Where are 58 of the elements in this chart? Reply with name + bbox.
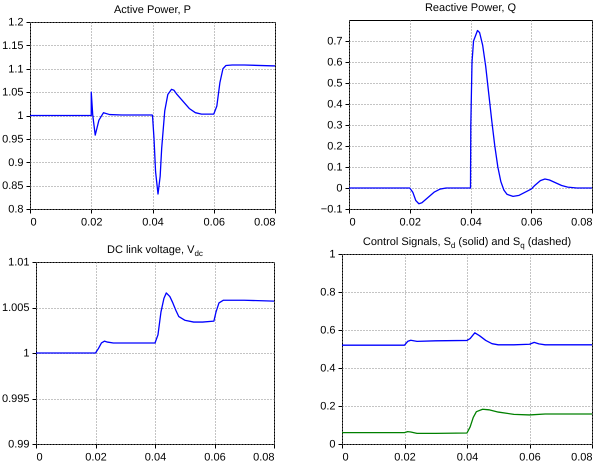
line-series <box>29 64 276 195</box>
x-tick-label: 0 <box>342 452 349 461</box>
y-tick-label: 0.5 <box>327 78 342 90</box>
x-tick-label: 0.02 <box>400 216 421 228</box>
y-tick-label: 0.2 <box>320 400 336 412</box>
chart-title: Reactive Power, Q <box>424 2 518 14</box>
y-tick-label: 1 <box>329 248 336 260</box>
line-series <box>341 408 593 434</box>
x-tick-label: 0.06 <box>204 452 226 461</box>
y-tick-label: 1 <box>23 348 30 360</box>
x-tick-label: 0.06 <box>521 216 542 228</box>
x-tick-label: 0.08 <box>571 452 592 461</box>
chart-title: DC link voltage, V$_{dc}$ <box>106 244 204 258</box>
y-tick-label: 0.95 <box>2 133 24 146</box>
x-tick-label: 0.06 <box>204 216 225 228</box>
y-tick-label: 0.85 <box>2 180 24 192</box>
y-tick-label: −0.1 <box>320 204 342 216</box>
y-tick-label: 1.1 <box>8 63 24 76</box>
chart-title: Control Signals, S$_{d}$ (solid) and S$_{q}$ (dashed) <box>362 236 572 250</box>
x-tick-label: 0.08 <box>571 216 592 228</box>
y-tick-label: 1.05 <box>2 86 24 99</box>
y-tick-label: 1.15 <box>2 40 24 52</box>
y-tick-label: 0.3 <box>327 120 342 132</box>
x-tick-label: 0.08 <box>253 452 274 461</box>
y-tick-label: 1.01 <box>8 256 30 268</box>
x-tick-label: 0 <box>350 216 356 228</box>
y-tick-label: 1.005 <box>2 302 30 314</box>
y-tick-label: 1 <box>17 110 24 122</box>
y-tick-label: 0.9 <box>8 156 24 169</box>
y-tick-label: 0.8 <box>320 286 336 298</box>
y-tick-label: 0.4 <box>327 98 342 110</box>
x-tick-label: 0.04 <box>460 216 482 228</box>
x-tick-label: 0.02 <box>85 452 107 461</box>
line-series <box>35 292 275 354</box>
x-tick-label: 0.04 <box>144 452 166 461</box>
line-series <box>341 332 593 346</box>
y-tick-label: 0 <box>329 438 336 450</box>
x-tick-label: 0 <box>30 216 37 228</box>
y-tick-label: 0.4 <box>320 362 336 374</box>
y-tick-label: 0.995 <box>2 393 30 405</box>
y-tick-label: 0.6 <box>320 324 336 336</box>
x-tick-label: 0.02 <box>394 452 416 461</box>
chart-title: Active Power, P <box>112 4 192 16</box>
y-tick-label: 0.1 <box>327 162 342 174</box>
line-series <box>348 30 593 204</box>
x-tick-label: 0.04 <box>456 452 478 461</box>
x-tick-label: 0.08 <box>254 216 276 228</box>
y-tick-label: 0.8 <box>8 204 24 216</box>
y-tick-label: 0.99 <box>8 438 30 450</box>
x-tick-label: 0 <box>36 452 43 461</box>
y-tick-label: 1.2 <box>8 16 24 28</box>
y-tick-label: 0.2 <box>327 140 342 152</box>
y-tick-label: 0.6 <box>327 56 342 68</box>
x-tick-label: 0.04 <box>142 216 164 228</box>
y-tick-label: 0 <box>336 182 342 194</box>
y-tick-label: 0.7 <box>327 36 342 48</box>
x-tick-label: 0.02 <box>81 216 102 228</box>
x-tick-label: 0.06 <box>519 452 541 461</box>
